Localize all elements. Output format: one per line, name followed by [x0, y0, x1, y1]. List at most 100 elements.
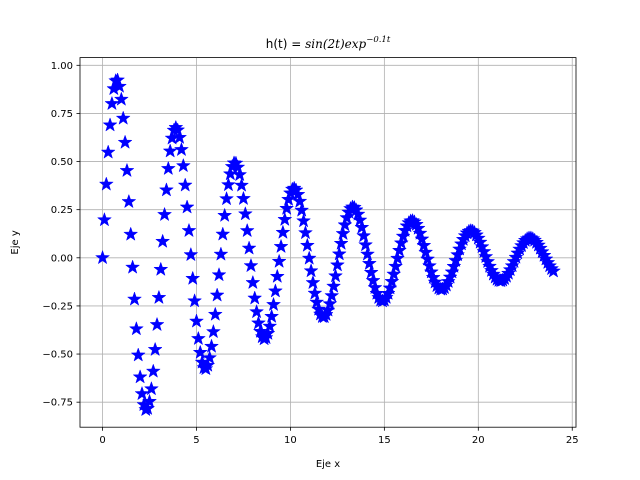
data-point	[185, 270, 201, 285]
data-point	[275, 224, 291, 239]
data-point	[423, 264, 439, 279]
data-point	[239, 222, 255, 238]
data-point	[96, 211, 112, 227]
data-point	[359, 246, 376, 261]
data-point	[123, 226, 139, 241]
data-point	[326, 278, 342, 293]
data-point	[277, 211, 293, 227]
data-point	[213, 246, 229, 261]
data-point	[235, 190, 252, 206]
data-point	[269, 268, 285, 283]
x-tick-label: 0	[99, 435, 105, 446]
data-point	[297, 224, 314, 240]
data-point	[187, 293, 203, 308]
data-point	[119, 162, 135, 178]
data-point	[324, 287, 340, 303]
data-point	[329, 257, 345, 272]
x-tick-label: 10	[284, 435, 297, 446]
data-point	[153, 261, 169, 276]
data-point	[245, 274, 261, 290]
data-point	[361, 255, 377, 271]
data-point	[170, 122, 186, 137]
data-point	[102, 117, 118, 132]
data-point	[234, 177, 250, 192]
data-point	[331, 246, 347, 261]
data-point	[356, 227, 372, 243]
y-tick-label: 0.50	[51, 157, 73, 168]
data-point	[271, 253, 287, 268]
data-point	[207, 306, 223, 321]
x-tick-label: 20	[472, 435, 485, 446]
data-point	[335, 225, 351, 241]
data-point	[305, 274, 321, 290]
data-point	[149, 316, 165, 332]
data-point	[389, 250, 406, 265]
y-tick-label: 0.25	[51, 205, 73, 216]
data-point	[545, 263, 562, 278]
data-point	[162, 143, 178, 158]
data-point	[190, 330, 206, 346]
chart-title: h(t) = sin(2t)exp−0.1t	[266, 35, 391, 51]
data-point	[121, 193, 137, 209]
data-point	[94, 249, 111, 265]
data-point	[145, 363, 161, 378]
data-point	[104, 95, 120, 111]
data-point	[126, 291, 143, 306]
data-point	[279, 200, 295, 215]
axis-ticks: 0 5 10 15 20 25 −0.75 −0.50 −0.25 0.00 0.25 0.50 0.7…	[42, 61, 578, 446]
y-tick-label: −0.50	[42, 350, 73, 361]
data-point	[237, 206, 253, 221]
data-point	[367, 279, 383, 295]
data-point	[217, 207, 233, 223]
data-point	[130, 347, 146, 362]
data-point	[205, 323, 221, 339]
data-point	[110, 72, 126, 87]
data-point	[111, 78, 128, 93]
data-point	[388, 258, 404, 273]
data-point	[262, 318, 278, 333]
data-point	[232, 166, 248, 182]
data-point	[264, 308, 280, 324]
data-point	[352, 212, 368, 227]
data-point	[299, 237, 315, 252]
data-point	[273, 238, 289, 254]
data-point	[416, 237, 432, 253]
data-point	[151, 289, 167, 305]
data-point	[241, 240, 257, 255]
x-tick-label: 25	[566, 435, 579, 446]
data-point	[125, 259, 141, 274]
data-point	[177, 177, 193, 192]
data-point	[160, 160, 176, 176]
data-point	[128, 320, 144, 336]
data-point	[296, 213, 312, 228]
data-point	[414, 231, 430, 246]
data-point	[303, 262, 319, 278]
data-point	[117, 134, 133, 149]
data-point	[141, 393, 158, 409]
data-point	[218, 190, 235, 206]
data-point	[421, 257, 438, 273]
y-tick-label: 1.00	[51, 61, 73, 72]
y-tick-label: −0.25	[42, 301, 73, 312]
data-point	[363, 264, 379, 279]
data-point	[386, 266, 402, 281]
data-point	[203, 338, 220, 353]
data-point	[173, 141, 190, 157]
data-point	[322, 295, 338, 311]
x-axis-label: Eje x	[316, 459, 340, 470]
data-point	[290, 186, 306, 202]
data-point	[365, 272, 381, 288]
x-tick-label: 15	[378, 435, 391, 446]
data-point	[307, 285, 323, 300]
data-point	[175, 157, 191, 173]
data-point	[309, 294, 325, 309]
x-tick-label: 5	[193, 435, 199, 446]
data-point	[211, 266, 227, 282]
y-axis-label: Eje y	[10, 230, 21, 254]
data-point	[220, 176, 236, 192]
data-point	[265, 296, 282, 312]
data-point	[249, 303, 265, 319]
data-point	[188, 313, 205, 328]
data-point	[333, 235, 349, 250]
